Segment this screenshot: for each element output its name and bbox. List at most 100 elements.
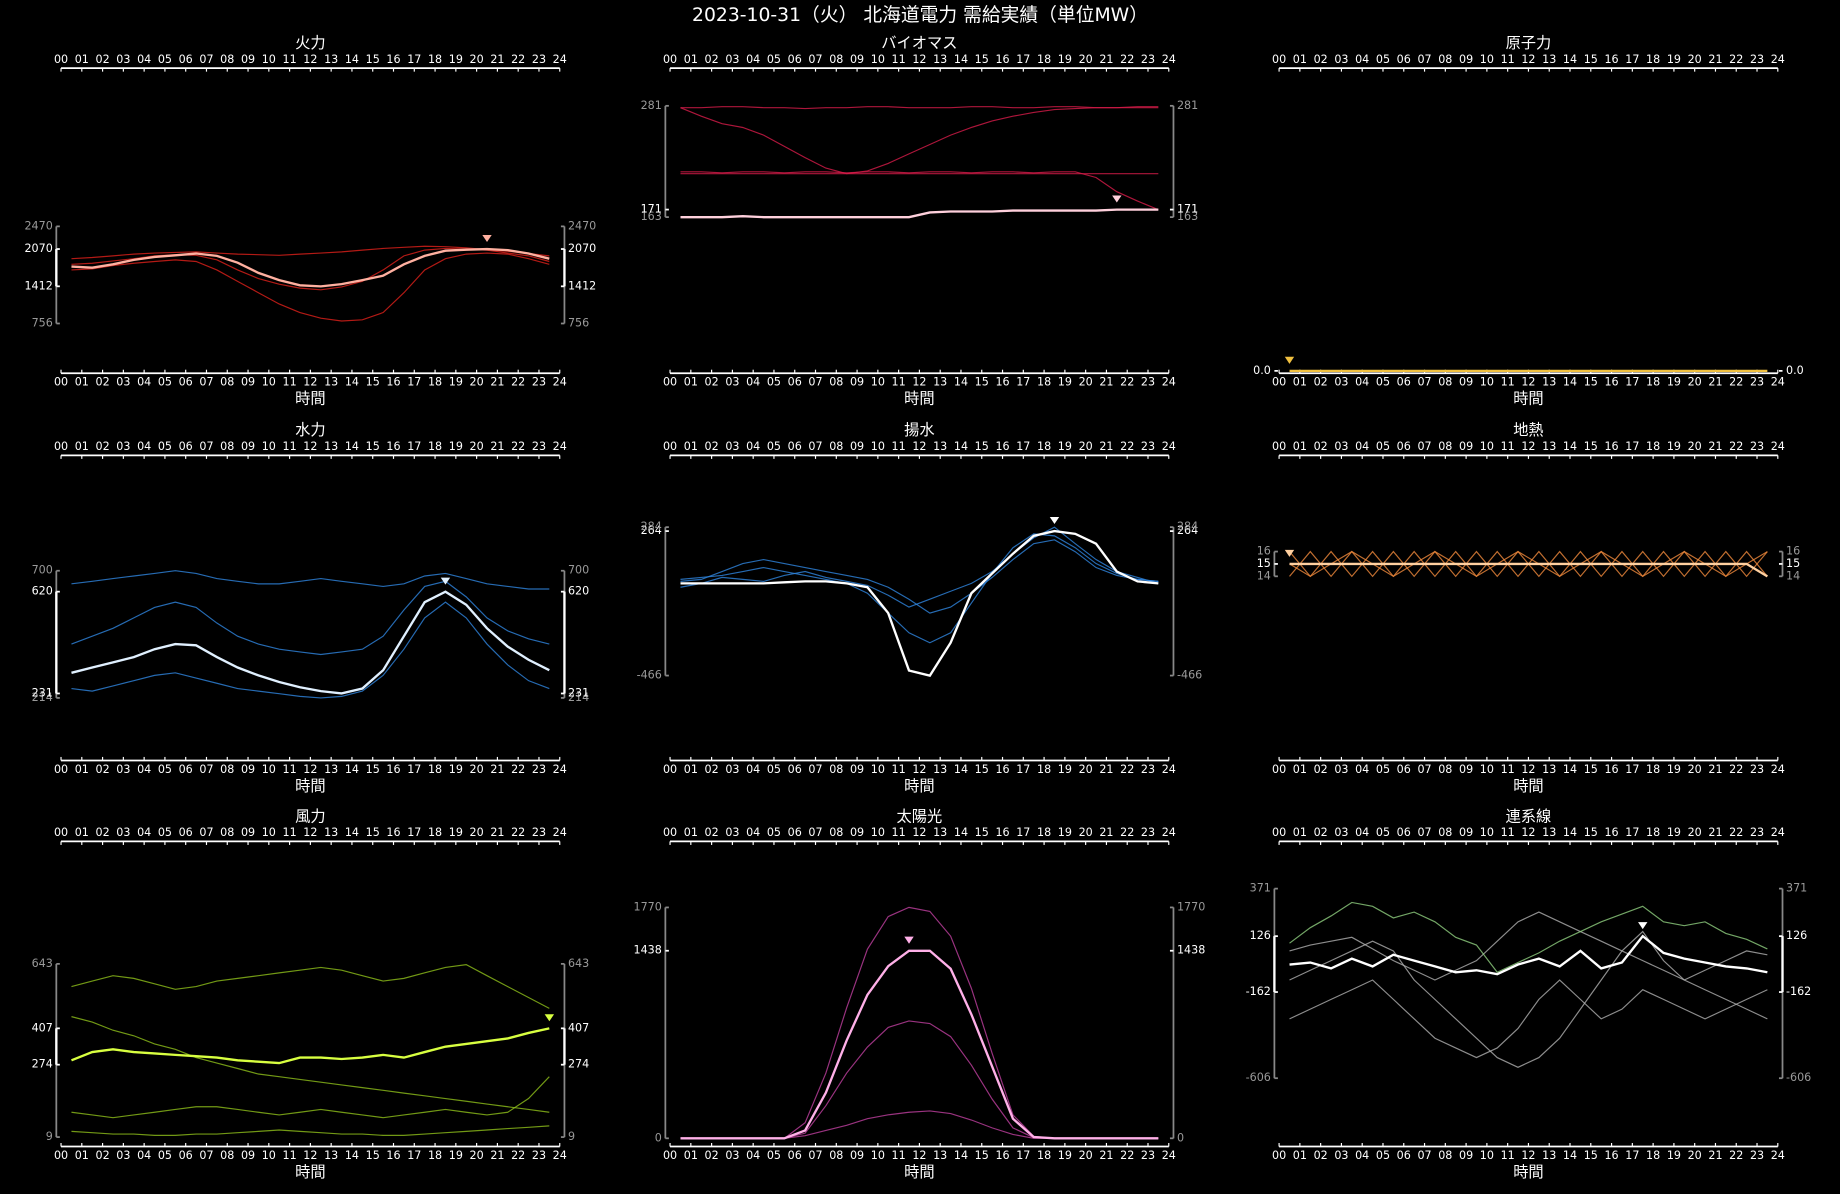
x-tick-label: 21 (490, 440, 504, 453)
x-tick-label: 15 (366, 440, 380, 453)
x-tick-label: 15 (1584, 53, 1598, 66)
x-tick-label: 14 (954, 826, 968, 839)
x-tick-label: 05 (158, 763, 172, 776)
x-tick-label: 10 (262, 763, 276, 776)
x-tick-label: 14 (954, 53, 968, 66)
x-tick-label: 02 (96, 826, 110, 839)
x-tick-label: 12 (912, 440, 926, 453)
x-tick-label: 08 (1438, 763, 1452, 776)
panel-title: 火力 (295, 34, 326, 52)
x-tick-label: 07 (1417, 53, 1431, 66)
x-tick-label: 23 (1141, 1149, 1155, 1162)
x-tick-label: 15 (975, 826, 989, 839)
x-tick-label: 22 (1729, 826, 1743, 839)
x-tick-label: 03 (725, 1149, 739, 1162)
series-line (1289, 911, 1768, 981)
y-tick-label: 407 (32, 1021, 53, 1034)
x-tick-label: 14 (954, 376, 968, 389)
y-tick-label: -466 (1177, 669, 1202, 682)
series-line (680, 526, 1159, 608)
y-tick-label: 14 (1786, 569, 1800, 582)
x-tick-label: 10 (871, 1149, 885, 1162)
x-tick-label: 14 (1563, 763, 1577, 776)
x-tick-label: 17 (1625, 53, 1639, 66)
x-tick-label: 13 (1542, 53, 1556, 66)
x-tick-label: 17 (407, 763, 421, 776)
y-tick-label: 264 (641, 524, 662, 537)
x-tick-label: 12 (303, 53, 317, 66)
x-tick-label: 05 (1376, 440, 1390, 453)
x-tick-label: 06 (1397, 763, 1411, 776)
y-tick-label: 700 (568, 564, 589, 577)
x-tick-label: 12 (1521, 376, 1535, 389)
x-axis-title: 時間 (904, 1163, 934, 1181)
y-tick-label: 2070 (568, 242, 596, 255)
x-tick-label: 09 (1459, 440, 1473, 453)
series-line (1289, 550, 1768, 578)
x-tick-label: 07 (199, 826, 213, 839)
y-tick-label: -162 (1786, 985, 1811, 998)
series-line (680, 539, 1159, 614)
x-tick-label: 18 (1037, 376, 1051, 389)
x-tick-label: 13 (324, 376, 338, 389)
x-tick-label: 08 (829, 376, 843, 389)
x-tick-label: 24 (1771, 763, 1785, 776)
x-tick-label: 18 (1646, 53, 1660, 66)
x-tick-label: 18 (1646, 440, 1660, 453)
y-tick-label: 1438 (634, 944, 662, 957)
x-tick-label: 01 (684, 376, 698, 389)
x-tick-label: 20 (1688, 376, 1702, 389)
x-tick-label: 06 (1397, 376, 1411, 389)
x-tick-label: 06 (788, 826, 802, 839)
y-tick-label: 1412 (568, 279, 596, 292)
x-tick-label: 06 (788, 440, 802, 453)
x-tick-label: 02 (1314, 763, 1328, 776)
x-tick-label: 13 (933, 376, 947, 389)
x-tick-label: 20 (1688, 53, 1702, 66)
x-tick-label: 00 (54, 763, 68, 776)
x-tick-label: 21 (1708, 53, 1722, 66)
x-tick-label: 16 (995, 763, 1009, 776)
x-tick-label: 07 (199, 376, 213, 389)
max-marker (904, 936, 914, 944)
x-tick-label: 11 (1501, 53, 1515, 66)
x-tick-label: 12 (1521, 763, 1535, 776)
x-tick-label: 14 (954, 1149, 968, 1162)
x-tick-label: 23 (1141, 763, 1155, 776)
x-tick-label: 21 (1099, 53, 1113, 66)
x-tick-label: 07 (1417, 826, 1431, 839)
max-marker (440, 577, 451, 585)
x-tick-label: 20 (470, 1149, 484, 1162)
y-tick-label: -606 (1786, 1071, 1811, 1084)
x-tick-label: 15 (366, 826, 380, 839)
x-tick-label: 09 (850, 1149, 864, 1162)
x-tick-label: 12 (912, 1149, 926, 1162)
x-tick-label: 15 (1584, 1149, 1598, 1162)
x-tick-label: 04 (746, 1149, 760, 1162)
x-tick-label: 22 (1120, 440, 1134, 453)
panel-title: バイオマス (881, 34, 957, 52)
x-tick-label: 17 (407, 1149, 421, 1162)
x-tick-label: 12 (1521, 53, 1535, 66)
x-tick-label: 20 (1079, 53, 1093, 66)
x-tick-label: 07 (1417, 440, 1431, 453)
x-tick-label: 02 (1314, 826, 1328, 839)
x-tick-label: 07 (199, 1149, 213, 1162)
x-tick-label: 24 (1162, 1149, 1176, 1162)
x-tick-label: 21 (490, 376, 504, 389)
x-tick-label: 01 (1293, 376, 1307, 389)
x-tick-label: 01 (75, 440, 89, 453)
x-tick-label: 04 (1355, 763, 1369, 776)
x-tick-label: 09 (1459, 53, 1473, 66)
x-tick-label: 18 (428, 376, 442, 389)
series-line (71, 601, 550, 699)
x-tick-label: 17 (407, 440, 421, 453)
y-tick-label: 1770 (634, 900, 662, 913)
x-tick-label: 12 (912, 53, 926, 66)
x-tick-label: 22 (1120, 53, 1134, 66)
x-tick-label: 00 (663, 440, 677, 453)
x-tick-label: 12 (303, 763, 317, 776)
x-tick-label: 08 (829, 826, 843, 839)
x-tick-label: 08 (220, 1149, 234, 1162)
x-tick-label: 09 (1459, 763, 1473, 776)
